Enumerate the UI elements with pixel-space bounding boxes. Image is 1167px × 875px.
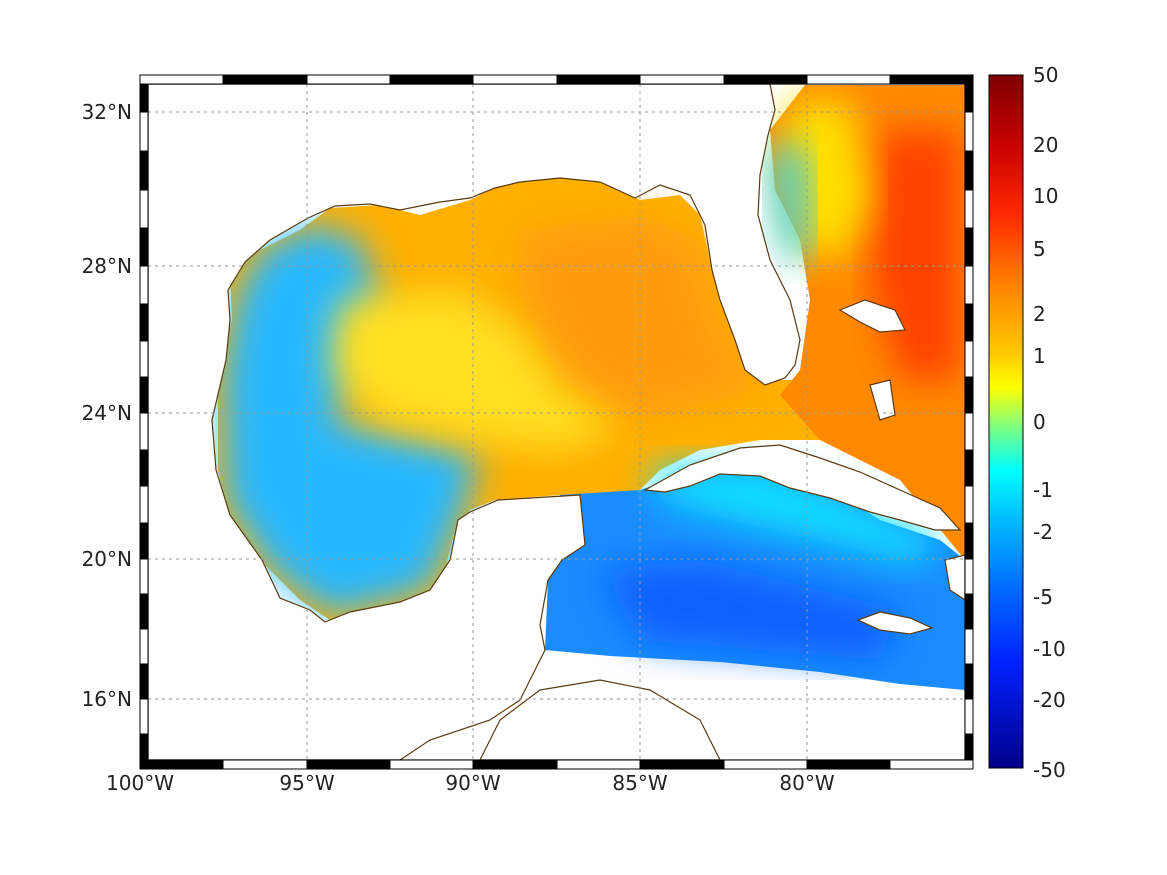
colorbar-label: 10 xyxy=(1033,184,1058,208)
land-central-america xyxy=(479,679,721,760)
colorbar-label: 50 xyxy=(1033,63,1058,87)
yellow-belt xyxy=(330,290,620,450)
lon-label-95: 95°W xyxy=(279,771,334,795)
lat-label-28: 28°N xyxy=(82,254,132,278)
west-gulf-cool xyxy=(222,225,480,615)
colorbar-label: -2 xyxy=(1033,520,1053,544)
colorbar-label: -10 xyxy=(1033,637,1066,661)
lon-label-85: 85°W xyxy=(612,771,667,795)
colorbar-label: -1 xyxy=(1033,478,1053,502)
lon-labels: 100°W 95°W 90°W 85°W 80°W xyxy=(106,771,835,795)
colorbar-label: -5 xyxy=(1033,585,1053,609)
colorbar-label: 5 xyxy=(1033,237,1046,261)
land-north-america xyxy=(148,84,801,760)
land-cuba xyxy=(643,444,962,531)
map-border xyxy=(139,74,974,770)
lat-labels: 32°N 28°N 24°N 20°N 16°N xyxy=(82,100,132,711)
lat-label-20: 20°N xyxy=(82,547,132,571)
land-hispaniola xyxy=(944,554,965,601)
caribbean-deep xyxy=(600,560,900,660)
colorbar-label: -50 xyxy=(1033,758,1066,782)
grid-lines xyxy=(148,84,965,760)
lat-label-24: 24°N xyxy=(82,401,132,425)
colorbar-label: -20 xyxy=(1033,688,1066,712)
lon-label-90: 90°W xyxy=(445,771,500,795)
caribbean-cyan-band xyxy=(650,465,940,565)
land xyxy=(148,84,965,760)
lon-label-80: 80°W xyxy=(779,771,834,795)
colorbar-labels: 50 20 10 5 2 1 0 -1 -2 -5 -10 -20 -50 xyxy=(1033,63,1066,782)
florida-coast-cool xyxy=(770,140,810,260)
colorbar-label: 20 xyxy=(1033,133,1058,157)
colorbar-label: 2 xyxy=(1033,302,1046,326)
lon-label-100: 100°W xyxy=(106,771,174,795)
land-bahamas xyxy=(838,299,906,333)
colorbar-label: 0 xyxy=(1033,410,1046,434)
lat-label-16: 16°N xyxy=(82,687,132,711)
lat-label-32: 32°N xyxy=(82,100,132,124)
colorbar-label: 1 xyxy=(1033,344,1046,368)
land-jamaica xyxy=(856,611,934,635)
colorbar xyxy=(988,74,1024,769)
land-bahamas-2 xyxy=(869,379,896,421)
